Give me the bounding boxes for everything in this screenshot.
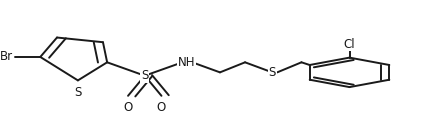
Text: O: O <box>157 101 166 114</box>
Text: NH: NH <box>178 56 195 69</box>
Text: Cl: Cl <box>343 38 354 51</box>
Text: S: S <box>268 66 275 79</box>
Text: S: S <box>141 69 148 82</box>
Text: O: O <box>123 101 132 114</box>
Text: S: S <box>74 86 81 99</box>
Text: Br: Br <box>0 50 13 64</box>
